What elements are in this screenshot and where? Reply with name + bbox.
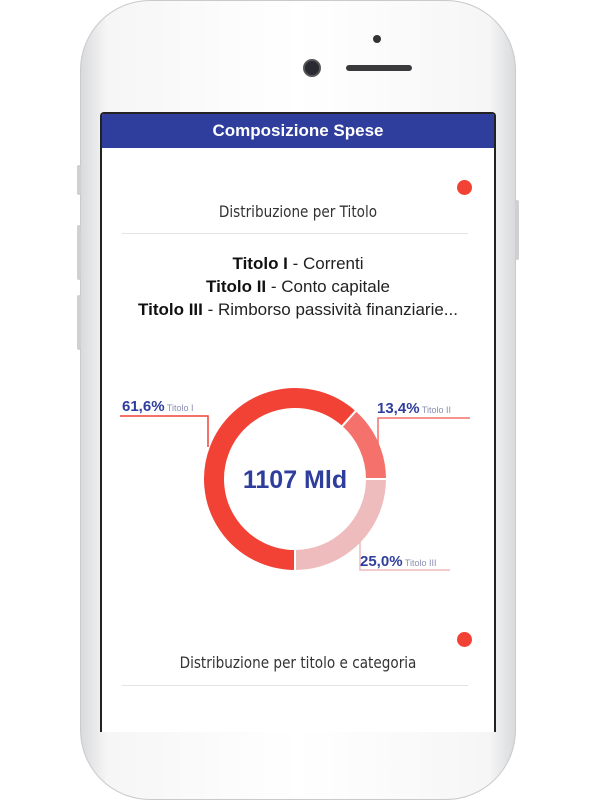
legend-item: Titolo III - Rimborso passività finanzia… xyxy=(138,300,458,319)
donut-slice-2[interactable] xyxy=(340,408,389,480)
power-button xyxy=(515,200,519,260)
donut-slice-1[interactable] xyxy=(202,386,358,573)
data-label: 25,0% Titolo III xyxy=(360,553,437,570)
divider xyxy=(122,685,468,686)
legend-item: Titolo I - Correnti xyxy=(232,254,364,273)
screen: Composizione Spese Distribuzione per Tit… xyxy=(100,112,496,732)
donut-center-total: 1107 Mld xyxy=(243,466,347,494)
section-indicator-dot[interactable] xyxy=(457,180,472,195)
mute-switch xyxy=(77,165,81,195)
data-label: 13,4% Titolo II xyxy=(377,400,451,417)
donut-slice-3[interactable] xyxy=(294,478,389,573)
legend: Titolo I - Correnti Titolo II - Conto ca… xyxy=(102,252,494,321)
section-title-categoria: Distribuzione per titolo e categoria xyxy=(179,653,417,672)
volume-down-button xyxy=(77,295,81,350)
divider xyxy=(122,233,468,234)
earpiece-speaker xyxy=(346,65,412,71)
section-title-titolo: Distribuzione per Titolo xyxy=(218,202,378,221)
label-leader-line xyxy=(120,415,209,447)
data-label: 61,6% Titolo I xyxy=(122,398,194,415)
front-camera xyxy=(303,59,321,77)
page-title: Composizione Spese xyxy=(102,114,494,148)
legend-item: Titolo II - Conto capitale xyxy=(206,277,390,296)
donut-chart: 61,6% Titolo I 13,4% Titolo II 25,0% Titol… xyxy=(120,386,470,573)
volume-up-button xyxy=(77,225,81,280)
proximity-sensor xyxy=(373,35,381,43)
label-leader-line xyxy=(359,542,450,571)
section-indicator-dot[interactable] xyxy=(457,632,472,647)
label-leader-line xyxy=(377,417,470,454)
